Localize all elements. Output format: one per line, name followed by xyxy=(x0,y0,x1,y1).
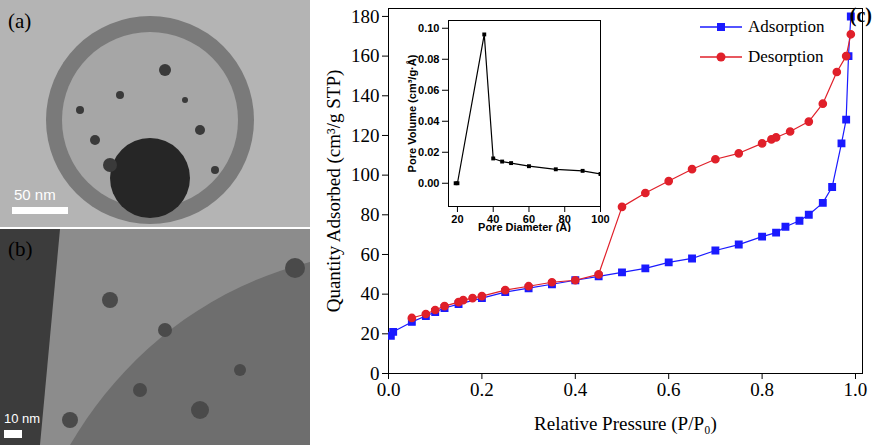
svg-text:40: 40 xyxy=(361,283,380,304)
svg-text:0.00: 0.00 xyxy=(418,177,439,189)
svg-text:0: 0 xyxy=(370,362,380,384)
svg-text:100: 100 xyxy=(591,213,609,225)
svg-text:(a): (a) xyxy=(8,9,31,33)
html-text:Adsorption: Adsorption xyxy=(748,17,825,36)
svg-text:120: 120 xyxy=(351,125,380,146)
svg-text:0.0: 0.0 xyxy=(377,379,401,400)
svg-text:0.2: 0.2 xyxy=(470,379,494,400)
svg-text:180: 180 xyxy=(351,6,380,27)
html-text:(c): (c) xyxy=(849,4,872,26)
svg-text:0.4: 0.4 xyxy=(563,379,587,400)
html-text:Desorption: Desorption xyxy=(748,47,824,66)
svg-text:40: 40 xyxy=(487,213,500,226)
svg-text:80: 80 xyxy=(558,213,571,226)
svg-text:60: 60 xyxy=(522,213,536,226)
svg-text:50 nm: 50 nm xyxy=(14,186,56,203)
svg-text:0.02: 0.02 xyxy=(418,146,439,158)
svg-text:160: 160 xyxy=(351,45,380,66)
svg-text:0.04: 0.04 xyxy=(418,115,440,127)
svg-text:80: 80 xyxy=(361,204,380,225)
svg-text:1.0: 1.0 xyxy=(844,379,868,400)
svg-text:10 nm: 10 nm xyxy=(4,411,40,426)
svg-text:20: 20 xyxy=(361,323,380,344)
svg-text:Relative Pressure (P/P₀): Relative Pressure (P/P₀) xyxy=(534,413,717,435)
svg-text:Quantity Adsorbed (cm³/g STP): Quantity Adsorbed (cm³/g STP) xyxy=(323,70,345,313)
svg-text:Pore Diameter (Å): Pore Diameter (Å) xyxy=(478,221,571,233)
svg-text:0.6: 0.6 xyxy=(657,379,681,400)
svg-text:60: 60 xyxy=(361,244,380,265)
svg-text:(b): (b) xyxy=(8,237,33,261)
svg-text:0.8: 0.8 xyxy=(750,379,774,400)
svg-text:140: 140 xyxy=(351,85,380,106)
svg-text:100: 100 xyxy=(351,164,380,185)
svg-text:0.08: 0.08 xyxy=(418,53,439,65)
svg-text:Pore Volume (cm³/g·Å): Pore Volume (cm³/g·Å) xyxy=(406,54,418,172)
svg-text:20: 20 xyxy=(451,213,463,225)
svg-text:0.10: 0.10 xyxy=(418,22,439,34)
svg-text:0.06: 0.06 xyxy=(418,84,439,96)
